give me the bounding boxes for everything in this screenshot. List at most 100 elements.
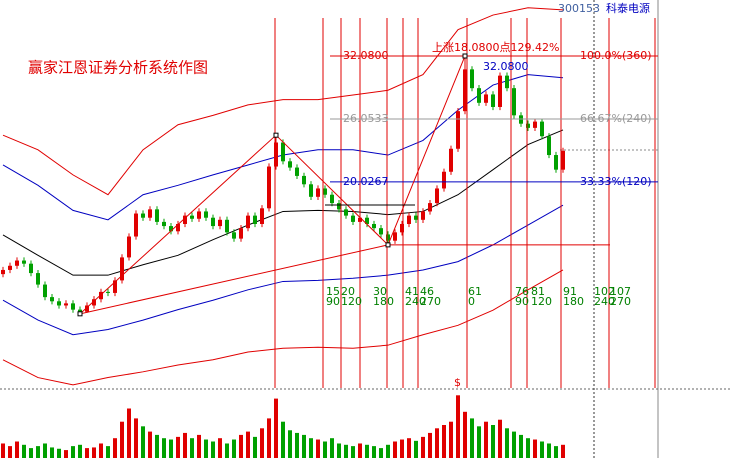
- candle-body: [470, 69, 474, 89]
- cycle-bars: 107: [610, 285, 631, 298]
- volume-bar: [414, 440, 418, 458]
- candle-body: [323, 188, 327, 195]
- cycle-degrees: 270: [420, 295, 441, 308]
- volume-bar: [106, 446, 110, 458]
- level-label: 32.0800: [343, 49, 389, 62]
- candle-body: [113, 280, 117, 293]
- candle-body: [330, 194, 334, 204]
- volume-bar: [449, 421, 453, 458]
- candle-body: [22, 260, 26, 264]
- volume-bar: [484, 421, 488, 458]
- volume-bar: [421, 436, 425, 458]
- cycle-bars: 41: [405, 285, 419, 298]
- candle-body: [344, 209, 348, 216]
- candle-body: [337, 203, 341, 210]
- candle-body: [281, 142, 285, 162]
- candle-body: [64, 303, 68, 306]
- volume-bar: [92, 447, 96, 458]
- volume-bar: [288, 430, 292, 458]
- volume-bar: [246, 431, 250, 458]
- level-label: 20.0267: [343, 175, 389, 188]
- cycle-degrees: 120: [531, 295, 552, 308]
- volume-bar: [204, 439, 208, 458]
- volume-bar: [71, 446, 75, 458]
- candle-body: [351, 215, 355, 222]
- overlay: 1590201203018041240462706107690811209118…: [1, 18, 658, 458]
- candle-body: [8, 265, 12, 270]
- candle-body: [372, 223, 376, 229]
- candle-body: [414, 215, 418, 220]
- candle-body: [428, 203, 432, 212]
- cycle-degrees: 270: [610, 295, 631, 308]
- candle-body: [232, 232, 236, 239]
- candle-body: [141, 213, 145, 218]
- volume-bar: [323, 441, 327, 458]
- candle-body: [43, 284, 47, 298]
- candle-body: [99, 291, 103, 300]
- band-line: [2, 269, 564, 386]
- volume-bar: [519, 434, 523, 458]
- candle-body: [120, 257, 124, 281]
- volume-bar: [295, 432, 299, 458]
- cycle-degrees: 180: [373, 295, 394, 308]
- volume-bar: [232, 439, 236, 458]
- candle-body: [456, 111, 460, 149]
- volume-bar: [512, 431, 516, 458]
- volume-bar: [8, 446, 12, 458]
- candle-body: [169, 226, 173, 232]
- cycle-bars: 102: [594, 285, 615, 298]
- cycle-bars: 76: [515, 285, 529, 298]
- candle-body: [176, 223, 180, 232]
- candle-body: [547, 136, 551, 156]
- pivot-marker: [385, 242, 391, 248]
- volume-bar: [120, 421, 124, 458]
- volume-bar: [407, 438, 411, 458]
- volume-bar: [253, 436, 257, 458]
- volume-bar: [99, 443, 103, 458]
- volume-bar: [134, 418, 138, 458]
- candle-body: [190, 215, 194, 219]
- candle-body: [288, 161, 292, 168]
- volume-bar: [274, 398, 278, 458]
- volume-bar: [533, 439, 537, 458]
- candle-body: [197, 211, 201, 219]
- volume-bar: [428, 432, 432, 458]
- candle-body: [309, 184, 313, 197]
- volume-bar: [351, 446, 355, 458]
- band-line: [2, 7, 564, 196]
- candle-body: [267, 166, 271, 209]
- volume-bar: [330, 438, 334, 458]
- candle-body: [29, 263, 33, 274]
- candle-body: [211, 217, 215, 227]
- volume-bar: [183, 432, 187, 458]
- volume-bar: [190, 438, 194, 458]
- volume-bar: [491, 425, 495, 458]
- volume-bar: [547, 443, 551, 458]
- cycle-bars: 91: [563, 285, 577, 298]
- candle-body: [155, 209, 159, 222]
- volume-bar: [85, 448, 89, 458]
- volume-bar: [57, 448, 61, 458]
- gann-line: [79, 244, 389, 315]
- volume-bar: [281, 421, 285, 458]
- candle-body: [400, 223, 404, 233]
- volume-bar: [141, 426, 145, 458]
- pivot-marker: [273, 132, 279, 138]
- volume-bar: [344, 444, 348, 458]
- candle-body: [85, 305, 89, 312]
- cycle-degrees: 0: [468, 295, 475, 308]
- volume-bar: [365, 444, 369, 458]
- volume-bar: [15, 441, 19, 458]
- candle-body: [57, 301, 61, 306]
- gann-line: [79, 134, 277, 315]
- watermark: 赢家江恩证券分析系统作图: [28, 59, 208, 77]
- marker: $: [454, 376, 461, 389]
- candle-body: [379, 228, 383, 235]
- candle-body: [78, 309, 82, 312]
- volume-bar: [561, 444, 565, 458]
- candle-body: [260, 208, 264, 224]
- volume-bar: [162, 438, 166, 458]
- volume-bar: [155, 434, 159, 458]
- candle-body: [204, 211, 208, 218]
